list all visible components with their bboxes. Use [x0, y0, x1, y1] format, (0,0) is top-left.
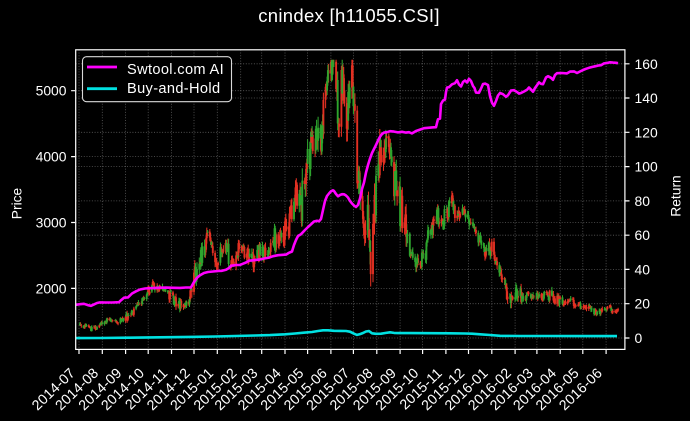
svg-text:60: 60	[635, 227, 651, 243]
svg-text:3000: 3000	[36, 215, 67, 231]
svg-text:4000: 4000	[36, 149, 67, 165]
svg-text:Swtool.com AI: Swtool.com AI	[127, 62, 224, 78]
svg-text:5000: 5000	[36, 83, 67, 99]
svg-text:20: 20	[635, 296, 651, 312]
svg-text:140: 140	[635, 90, 658, 106]
svg-text:0: 0	[635, 330, 643, 346]
svg-text:2000: 2000	[36, 280, 67, 296]
svg-text:Buy-and-Hold: Buy-and-Hold	[127, 81, 220, 97]
svg-text:100: 100	[635, 159, 658, 175]
svg-text:120: 120	[635, 124, 658, 140]
svg-text:160: 160	[635, 56, 658, 72]
svg-text:80: 80	[635, 193, 651, 209]
svg-text:40: 40	[635, 261, 651, 277]
svg-text:Return: Return	[669, 175, 684, 216]
svg-text:Price: Price	[10, 187, 25, 219]
svg-text:cnindex [h11055.CSI]: cnindex [h11055.CSI]	[258, 5, 440, 26]
